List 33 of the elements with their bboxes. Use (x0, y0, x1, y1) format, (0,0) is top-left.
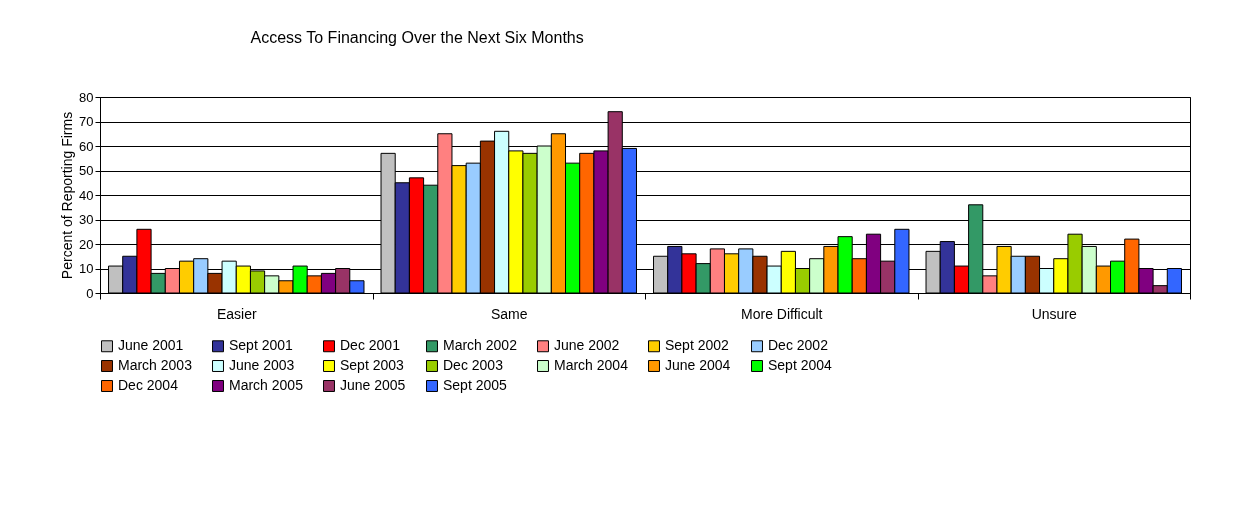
y-tick-label: 10 (79, 261, 94, 276)
y-tick-label: 70 (79, 114, 94, 129)
y-tick-label: 40 (79, 187, 94, 203)
legend-label: Sept 2001 (229, 337, 294, 354)
legend-label: Dec 2001 (340, 337, 401, 354)
legend-label: June 2002 (554, 337, 620, 354)
legend-label: March 2004 (554, 357, 629, 373)
legend-label: June 2005 (340, 377, 406, 393)
y-tick-label: 80 (79, 89, 94, 105)
legend-label: March 2005 (229, 377, 304, 393)
legend-label: Sept 2002 (665, 337, 730, 354)
chart-title: Access To Financing Over the Next Six Months (250, 29, 584, 46)
x-tick-label: Same (490, 305, 528, 322)
x-tick-label: Unsure (1031, 305, 1078, 322)
legend-label: June 2004 (665, 357, 731, 373)
legend-label: Sept 2005 (443, 377, 508, 393)
legend-label: Dec 2003 (443, 357, 504, 373)
y-axis-title: Percent of Reporting Firms (59, 111, 76, 280)
y-tick-label: 30 (79, 212, 94, 227)
y-tick-label: 60 (79, 138, 94, 154)
legend-label: March 2003 (118, 357, 193, 373)
y-tick-label: 50 (79, 163, 94, 178)
y-tick-label: 0 (86, 285, 94, 301)
legend-label: March 2002 (443, 337, 518, 354)
legend-label: June 2001 (118, 337, 184, 354)
x-tick-label: More Difficult (741, 305, 823, 322)
legend-label: Sept 2003 (340, 357, 405, 373)
legend-label: Dec 2002 (768, 337, 829, 354)
legend-label: Sept 2004 (768, 357, 833, 373)
x-tick-label: Easier (216, 305, 257, 322)
legend-label: Dec 2004 (118, 377, 179, 393)
legend-label: June 2003 (229, 357, 295, 373)
y-tick-label: 20 (79, 236, 94, 252)
